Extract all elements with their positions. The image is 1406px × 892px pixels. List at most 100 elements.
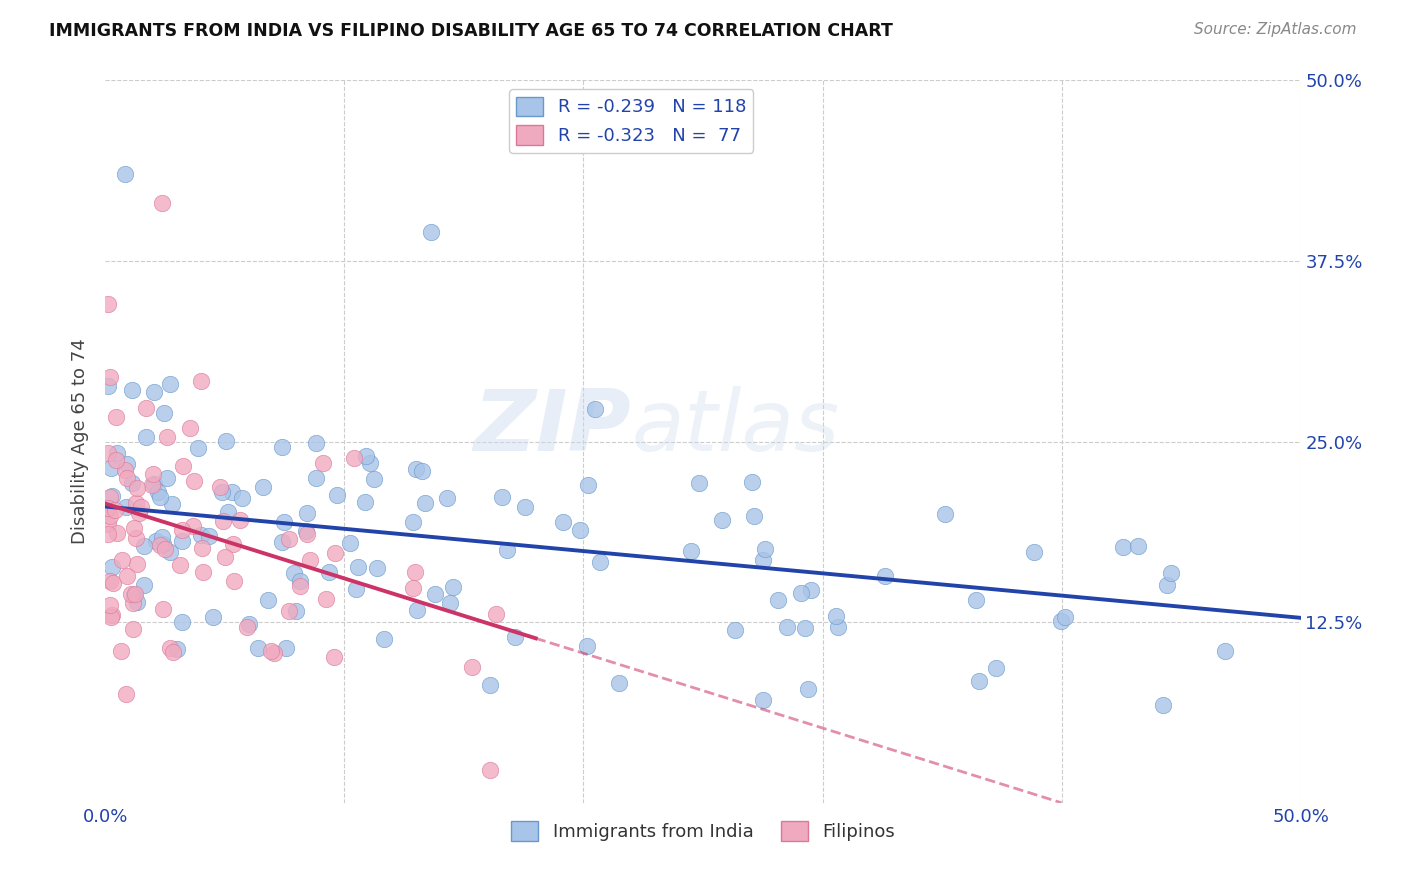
Point [794, 621, 817, 635]
Point [284, 603, 307, 617]
Point [217, 505, 239, 519]
Point [1152, 698, 1174, 712]
Point [288, 579, 311, 593]
Point [797, 681, 820, 696]
Point [100, 610, 122, 624]
Point [153, 541, 176, 556]
Point [121, 476, 143, 491]
Point [754, 542, 776, 557]
Point [128, 506, 150, 520]
Point [354, 449, 377, 463]
Point [169, 558, 191, 573]
Point [121, 622, 143, 636]
Point [1054, 609, 1077, 624]
Point [318, 566, 340, 580]
Point [723, 624, 745, 638]
Point [121, 383, 143, 397]
Point [141, 478, 163, 492]
Point [132, 578, 155, 592]
Point [122, 596, 145, 610]
Point [295, 506, 318, 520]
Point [134, 539, 156, 553]
Point [149, 490, 172, 504]
Text: Source: ZipAtlas.com: Source: ZipAtlas.com [1194, 22, 1357, 37]
Legend: Immigrants from India, Filipinos: Immigrants from India, Filipinos [503, 814, 903, 848]
Point [260, 644, 283, 658]
Point [125, 496, 148, 510]
Text: IMMIGRANTS FROM INDIA VS FILIPINO DISABILITY AGE 65 TO 74 CORRELATION CHART: IMMIGRANTS FROM INDIA VS FILIPINO DISABI… [49, 22, 893, 40]
Point [1022, 545, 1045, 559]
Point [191, 565, 214, 579]
Point [160, 497, 183, 511]
Point [257, 592, 280, 607]
Point [363, 472, 385, 486]
Point [344, 582, 367, 596]
Point [436, 491, 458, 505]
Point [97, 378, 120, 392]
Point [172, 524, 194, 538]
Point [215, 434, 238, 448]
Point [228, 512, 250, 526]
Point [405, 565, 427, 579]
Point [326, 488, 349, 502]
Point [277, 532, 299, 546]
Point [152, 537, 174, 551]
Point [495, 543, 517, 558]
Point [741, 475, 763, 490]
Point [1156, 577, 1178, 591]
Point [122, 520, 145, 534]
Point [221, 485, 243, 500]
Point [150, 530, 173, 544]
Point [122, 588, 145, 602]
Point [441, 580, 464, 594]
Point [104, 409, 127, 424]
Point [967, 674, 990, 689]
Point [934, 508, 956, 522]
Point [125, 595, 148, 609]
Point [111, 553, 134, 567]
Point [589, 555, 612, 569]
Point [1112, 540, 1135, 554]
Point [117, 458, 139, 472]
Point [127, 481, 149, 495]
Point [766, 593, 789, 607]
Point [104, 503, 127, 517]
Point [366, 560, 388, 574]
Point [263, 646, 285, 660]
Point [405, 603, 427, 617]
Point [423, 587, 446, 601]
Point [478, 678, 501, 692]
Point [288, 574, 311, 588]
Point [305, 435, 328, 450]
Point [607, 676, 630, 690]
Point [183, 474, 205, 488]
Point [569, 523, 592, 537]
Point [503, 630, 526, 644]
Point [1050, 614, 1073, 628]
Point [373, 632, 395, 646]
Point [100, 460, 122, 475]
Point [142, 467, 165, 481]
Point [413, 495, 436, 509]
Point [271, 440, 294, 454]
Point [513, 500, 536, 514]
Point [181, 519, 204, 533]
Point [100, 489, 122, 503]
Point [156, 430, 179, 444]
Point [172, 459, 194, 474]
Point [575, 640, 598, 654]
Point [170, 615, 193, 629]
Point [129, 500, 152, 514]
Point [825, 608, 848, 623]
Point [339, 536, 361, 550]
Point [124, 587, 146, 601]
Point [461, 660, 484, 674]
Point [190, 541, 212, 555]
Point [439, 596, 461, 610]
Point [252, 480, 274, 494]
Point [114, 500, 136, 514]
Point [117, 569, 139, 583]
Text: atlas: atlas [631, 385, 839, 468]
Point [105, 525, 128, 540]
Point [179, 421, 201, 435]
